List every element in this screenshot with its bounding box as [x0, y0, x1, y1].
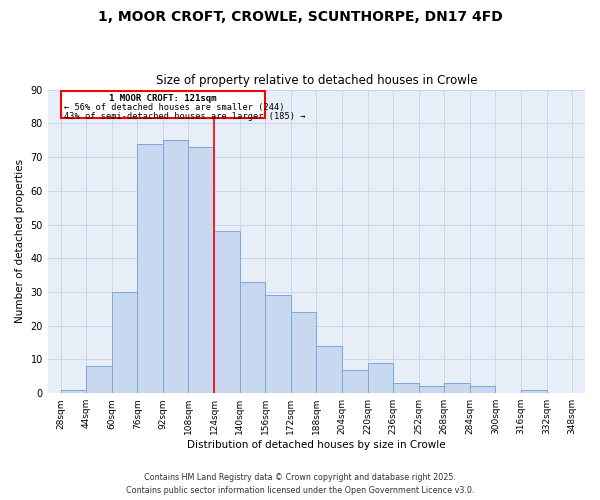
Bar — [265, 296, 291, 393]
Text: 1, MOOR CROFT, CROWLE, SCUNTHORPE, DN17 4FD: 1, MOOR CROFT, CROWLE, SCUNTHORPE, DN17 … — [98, 10, 502, 24]
Bar — [470, 386, 496, 393]
Bar — [342, 370, 368, 393]
Bar — [86, 366, 112, 393]
X-axis label: Distribution of detached houses by size in Crowle: Distribution of detached houses by size … — [187, 440, 446, 450]
Y-axis label: Number of detached properties: Number of detached properties — [15, 160, 25, 324]
Bar — [188, 147, 214, 393]
Bar — [137, 144, 163, 393]
Text: 1 MOOR CROFT: 121sqm: 1 MOOR CROFT: 121sqm — [109, 94, 217, 103]
Bar — [368, 363, 393, 393]
Bar — [419, 386, 445, 393]
Title: Size of property relative to detached houses in Crowle: Size of property relative to detached ho… — [155, 74, 477, 87]
Bar — [393, 383, 419, 393]
Bar — [239, 282, 265, 393]
Text: Contains HM Land Registry data © Crown copyright and database right 2025.
Contai: Contains HM Land Registry data © Crown c… — [126, 474, 474, 495]
Bar — [521, 390, 547, 393]
Text: ← 56% of detached houses are smaller (244): ← 56% of detached houses are smaller (24… — [64, 103, 284, 112]
Bar — [112, 292, 137, 393]
Bar — [214, 232, 239, 393]
Bar — [316, 346, 342, 393]
FancyBboxPatch shape — [61, 91, 265, 118]
Bar — [61, 390, 86, 393]
Text: 43% of semi-detached houses are larger (185) →: 43% of semi-detached houses are larger (… — [64, 112, 305, 121]
Bar — [291, 312, 316, 393]
Bar — [445, 383, 470, 393]
Bar — [163, 140, 188, 393]
